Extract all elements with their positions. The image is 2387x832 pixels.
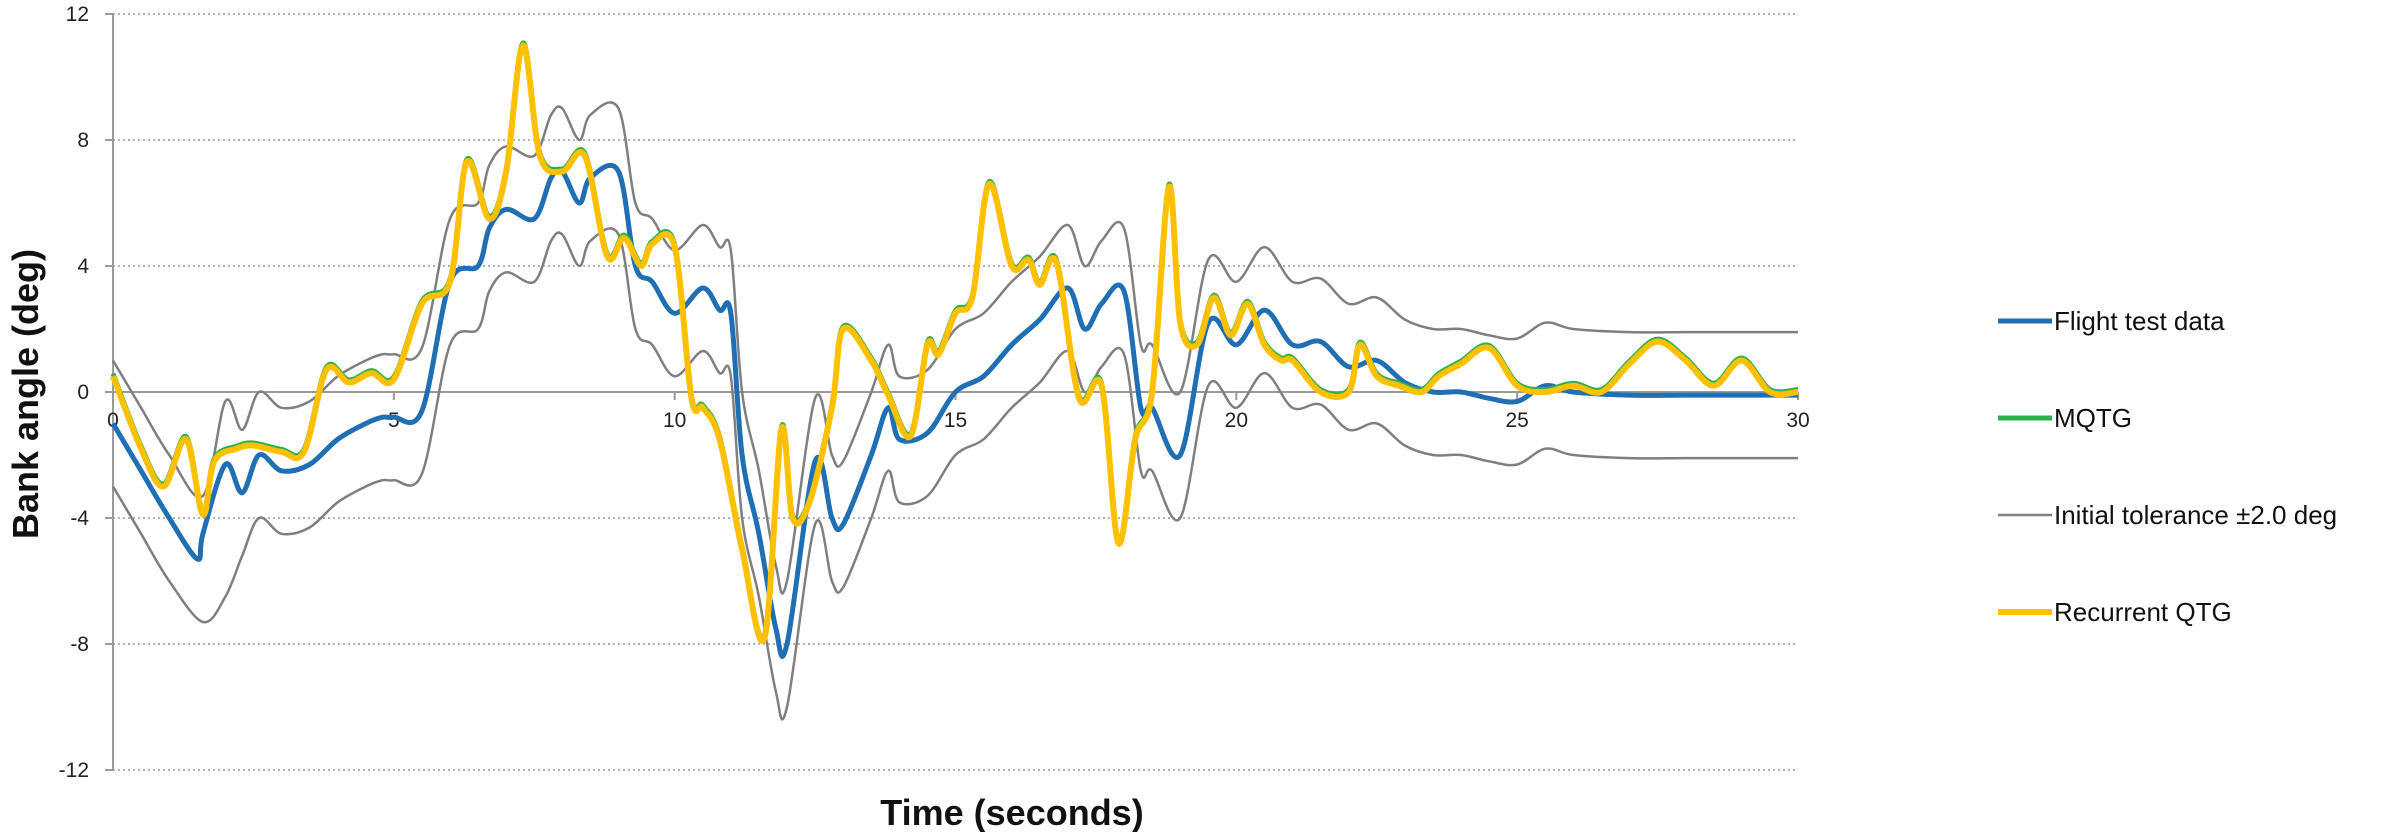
y-axis-title: Bank angle (deg) — [5, 249, 46, 539]
x-tick-label: 15 — [944, 409, 967, 432]
series-line-tolerance-lower — [111, 227, 1799, 721]
legend-label: Flight test data — [2054, 306, 2225, 336]
gridlines — [113, 13, 1798, 771]
series-line-tolerance-upper — [111, 101, 1798, 595]
x-tick-label: 20 — [1225, 409, 1248, 432]
y-tick-label: 0 — [77, 381, 89, 404]
legend: Flight test data MQTG Initial tolerance ±2… — [1998, 306, 2337, 627]
y-tick-label: -12 — [59, 759, 89, 782]
x-tick-label: 5 — [388, 409, 400, 432]
series-line-flight-test-data — [110, 163, 1798, 659]
legend-label: MQTG — [2054, 403, 2132, 433]
x-tick-label: 25 — [1505, 409, 1528, 432]
x-axis-title: Time (seconds) — [880, 792, 1143, 832]
y-tick-label: 4 — [77, 255, 89, 278]
x-tick-label: 10 — [663, 409, 686, 432]
series-line-recurrent-qtg — [110, 42, 1799, 644]
y-tick-label: 8 — [77, 129, 89, 152]
legend-label: Recurrent QTG — [2054, 597, 2232, 627]
legend-label: Initial tolerance ±2.0 deg — [2054, 500, 2337, 530]
series-layer — [110, 40, 1799, 721]
x-tick-labels: 0 5 10 15 20 25 30 — [107, 409, 1810, 432]
y-tick-label: -4 — [70, 507, 89, 530]
y-tick-labels: -12 -8 -4 0 4 8 12 — [59, 3, 90, 782]
x-tick-label: 0 — [107, 409, 119, 432]
y-tick-label: -8 — [70, 633, 89, 656]
series-line-mqtg — [110, 40, 1799, 641]
y-tick-label: 12 — [66, 3, 89, 26]
x-tick-label: 30 — [1786, 409, 1809, 432]
